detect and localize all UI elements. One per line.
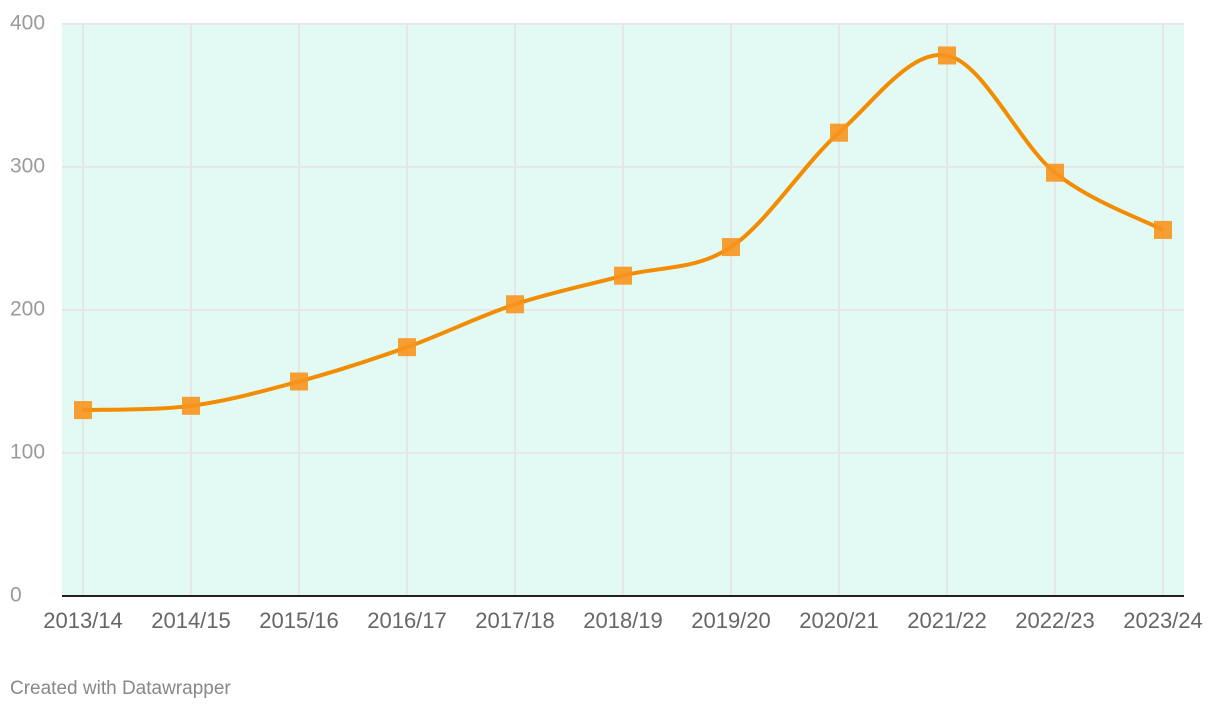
- line: [82, 52, 1164, 413]
- marker: [830, 123, 848, 142]
- marker: [1154, 220, 1172, 239]
- marker: [74, 401, 92, 420]
- marker: [614, 266, 632, 285]
- marker: [182, 396, 200, 415]
- x-tick-label: 2023/24: [1123, 608, 1203, 633]
- y-tick-label: 200: [10, 298, 45, 321]
- marker: [398, 338, 416, 357]
- marker: [938, 46, 956, 65]
- marker: [506, 295, 524, 314]
- x-tick-label: 2020/21: [799, 608, 879, 633]
- y-tick-label: 0: [10, 584, 22, 607]
- credit: Created with Datawrapper: [10, 678, 231, 699]
- y-tick-label: 100: [10, 441, 45, 464]
- x-tick-label: 2021/22: [907, 608, 987, 633]
- marker: [1046, 163, 1064, 182]
- x-tick-label: 2022/23: [1015, 608, 1095, 633]
- x-tick-label: 2017/18: [475, 608, 555, 633]
- x-tick-label: 2018/19: [583, 608, 663, 633]
- x-tick-label: 2014/15: [151, 608, 231, 633]
- x-tick-label: 2016/17: [367, 608, 447, 633]
- marker: [290, 372, 308, 391]
- y-tick-label: 300: [10, 155, 45, 178]
- x-tick-label: 2013/14: [43, 608, 123, 633]
- x-tick-label: 2015/16: [259, 608, 339, 633]
- y-tick-label: 400: [10, 12, 45, 35]
- x-tick-label: 2019/20: [691, 608, 771, 633]
- marker: [722, 238, 740, 257]
